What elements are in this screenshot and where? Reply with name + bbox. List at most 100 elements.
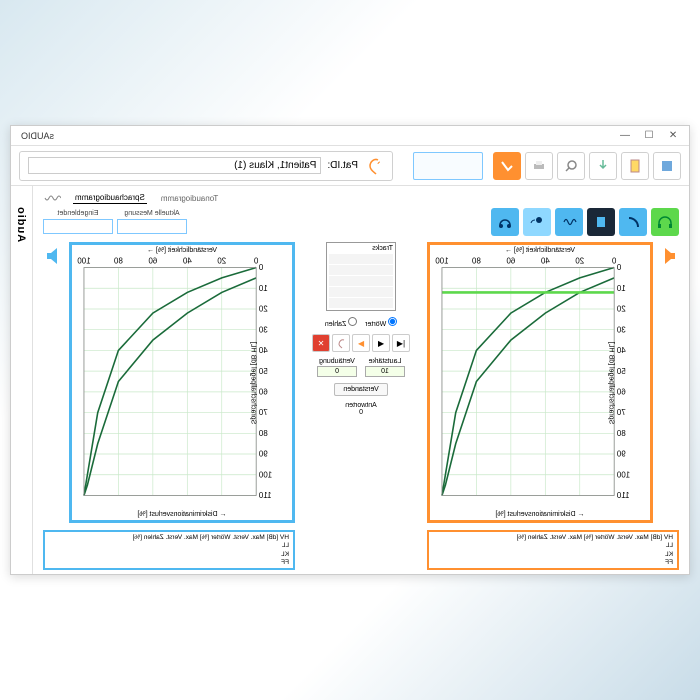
antworten-box: Antworten 0	[345, 402, 377, 416]
speaker-left-icon	[43, 244, 67, 268]
field-eingeblendet: Eingeblendet	[43, 210, 113, 234]
svg-text:20: 20	[258, 305, 267, 314]
search-button[interactable]	[557, 152, 585, 180]
ctrl-cancel[interactable]: ✕	[312, 334, 330, 352]
svg-text:60: 60	[148, 257, 157, 266]
svg-text:90: 90	[258, 450, 267, 459]
speaker-right-icon	[655, 244, 679, 268]
data-table-left: HV [dB] Max. Verst. Wörter [%] Max. Vers…	[43, 530, 295, 570]
svg-text:60: 60	[258, 388, 267, 397]
mode-headphones[interactable]	[651, 208, 679, 236]
titlebar: ✕ ☐ ― sAUDIO	[11, 126, 689, 146]
toolbar-btn-1[interactable]	[653, 152, 681, 180]
field-aktuelle: Aktuelle Messung	[117, 210, 187, 234]
patient-id-box: Pat.ID:	[19, 151, 393, 181]
ctrl-play[interactable]: ▶	[352, 334, 370, 352]
svg-text:80: 80	[616, 429, 625, 438]
right-sidebar: Audio	[11, 186, 33, 574]
tab-row: Tonaudiogramm Sprachaudiogramm	[43, 192, 679, 204]
svg-text:40: 40	[616, 346, 625, 355]
mode-wave[interactable]	[555, 208, 583, 236]
mode-voice[interactable]	[523, 208, 551, 236]
svg-text:100: 100	[435, 257, 449, 266]
chart-left: Verständlichkeit [%] → Sprachschallpegel…	[69, 242, 295, 523]
svg-text:20: 20	[575, 257, 584, 266]
svg-text:0: 0	[616, 263, 621, 272]
svg-text:110: 110	[616, 491, 629, 500]
svg-text:40: 40	[258, 346, 267, 355]
svg-text:0: 0	[611, 257, 616, 266]
value-row: Lautstärke 10 Vertäubung 0	[317, 358, 405, 377]
input-eingeblendet[interactable]	[43, 219, 113, 234]
svg-text:60: 60	[616, 388, 625, 397]
svg-text:40: 40	[182, 257, 191, 266]
sidebar-label[interactable]: Audio	[16, 206, 28, 242]
svg-text:30: 30	[258, 325, 267, 334]
svg-text:70: 70	[258, 408, 267, 417]
svg-text:20: 20	[217, 257, 226, 266]
tab-tone[interactable]: Tonaudiogramm	[159, 193, 220, 204]
svg-text:30: 30	[616, 325, 625, 334]
toolbar-accent-button[interactable]	[493, 152, 521, 180]
svg-text:80: 80	[113, 257, 122, 266]
toolbar-preview	[413, 152, 483, 180]
svg-text:0: 0	[258, 263, 263, 272]
center-controls: Tracks Wörter Zahlen |◀ ◀ ▶ ✕	[301, 242, 421, 570]
radio-row: Wörter Zahlen	[325, 317, 397, 328]
content: Tonaudiogramm Sprachaudiogramm Aktuelle …	[11, 186, 689, 574]
toolbar: Pat.ID:	[11, 146, 689, 186]
patient-id-label: Pat.ID:	[327, 160, 358, 171]
svg-text:10: 10	[258, 284, 267, 293]
toolbar-btn-3[interactable]	[589, 152, 617, 180]
lautstarke-value[interactable]: 10	[365, 366, 405, 377]
svg-text:90: 90	[616, 450, 625, 459]
control-buttons: |◀ ◀ ▶ ✕	[312, 334, 410, 352]
app-window: ✕ ☐ ― sAUDIO Pat.ID: Tonaudiogramm Sprac…	[10, 125, 690, 575]
svg-text:10: 10	[616, 284, 625, 293]
ctrl-back[interactable]: ◀	[372, 334, 390, 352]
tab-speech[interactable]: Sprachaudiogramm	[73, 192, 147, 204]
verstanden-button[interactable]: Verstanden	[334, 383, 387, 396]
svg-text:60: 60	[506, 257, 515, 266]
left-ear-panel: Verständlichkeit [%] → Sprachschallpegel…	[43, 242, 295, 570]
toolbar-btn-2[interactable]	[621, 152, 649, 180]
radio-zahlen[interactable]: Zahlen	[325, 317, 357, 328]
svg-text:50: 50	[258, 367, 267, 376]
mode-insert[interactable]	[491, 208, 519, 236]
ear-icon	[364, 156, 384, 176]
tracks-list[interactable]: Tracks	[326, 242, 396, 311]
mode-speaker[interactable]	[587, 208, 615, 236]
input-aktuelle[interactable]	[117, 219, 187, 234]
svg-text:80: 80	[471, 257, 480, 266]
lautstarke-box: Lautstärke 10	[365, 358, 405, 377]
minimize-button[interactable]: ―	[613, 128, 637, 144]
mode-icons: Aktuelle Messung Eingeblendet	[43, 208, 679, 236]
right-ear-panel: Verständlichkeit [%] → Sprachschallpegel…	[427, 242, 679, 570]
ctrl-ear[interactable]	[332, 334, 350, 352]
svg-text:70: 70	[616, 408, 625, 417]
wave-icon	[43, 193, 61, 203]
svg-text:80: 80	[258, 429, 267, 438]
charts-row: Verständlichkeit [%] → Sprachschallpegel…	[43, 242, 679, 570]
patient-id-input[interactable]	[28, 157, 321, 174]
svg-text:110: 110	[258, 491, 271, 500]
vertaubung-value[interactable]: 0	[317, 366, 357, 377]
svg-text:100: 100	[77, 257, 91, 266]
svg-text:100: 100	[258, 470, 272, 479]
vertaubung-box: Vertäubung 0	[317, 358, 357, 377]
window-title: sAUDIO	[15, 131, 54, 141]
chart-right: Verständlichkeit [%] → Sprachschallpegel…	[427, 242, 653, 523]
svg-text:20: 20	[616, 305, 625, 314]
main-area: Tonaudiogramm Sprachaudiogramm Aktuelle …	[33, 186, 689, 574]
data-table-right: HV [dB] Max. Verst. Wörter [%] Max. Vers…	[427, 530, 679, 570]
radio-worter[interactable]: Wörter	[365, 317, 397, 328]
svg-text:50: 50	[616, 367, 625, 376]
svg-text:0: 0	[253, 257, 258, 266]
mode-bone[interactable]	[619, 208, 647, 236]
ctrl-prev[interactable]: |◀	[392, 334, 410, 352]
print-button[interactable]	[525, 152, 553, 180]
close-button[interactable]: ✕	[661, 128, 685, 144]
maximize-button[interactable]: ☐	[637, 128, 661, 144]
svg-text:100: 100	[616, 470, 630, 479]
svg-text:40: 40	[540, 257, 549, 266]
